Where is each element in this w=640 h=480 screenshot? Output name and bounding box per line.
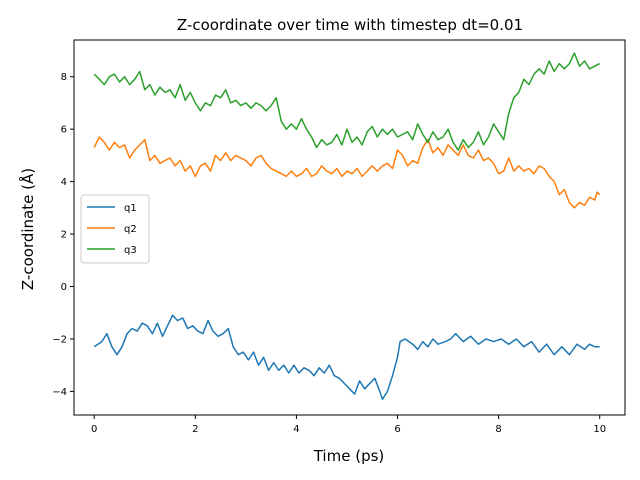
series-line-q2: [93, 136, 601, 209]
axis-ticks: 0 2 4 6 8 10 −4 −2 0 2 4 6 8: [52, 72, 606, 435]
x-tick-label: 6: [394, 424, 400, 435]
legend-label-q2: q2: [124, 224, 137, 235]
plot-frame: [73, 39, 626, 416]
series-line-q3: [93, 52, 601, 151]
y-tick-label: 0: [61, 282, 67, 293]
series-line-q1: [93, 314, 600, 401]
x-tick-label: 2: [192, 424, 198, 435]
y-tick-label: 6: [61, 125, 67, 136]
x-tick-label: 10: [593, 424, 606, 435]
y-tick-label: 2: [61, 230, 67, 241]
x-axis-title: Time (ps): [313, 447, 385, 465]
legend-box: [80, 194, 150, 264]
legend: q1 q2 q3: [80, 194, 150, 264]
x-tick-label: 4: [293, 424, 299, 435]
y-tick-label: −4: [52, 387, 67, 398]
y-axis-title: Z-coordinate (Å): [18, 168, 37, 290]
y-tick-label: 4: [61, 177, 67, 188]
x-tick-label: 0: [91, 424, 97, 435]
y-tick-label: 8: [61, 72, 67, 83]
legend-label-q3: q3: [124, 245, 137, 256]
legend-label-q1: q1: [124, 203, 137, 214]
x-tick-label: 8: [495, 424, 501, 435]
chart-title: Z-coordinate over time with timestep dt=…: [177, 16, 523, 34]
series-lines: [93, 52, 601, 401]
y-tick-label: −2: [52, 334, 67, 345]
